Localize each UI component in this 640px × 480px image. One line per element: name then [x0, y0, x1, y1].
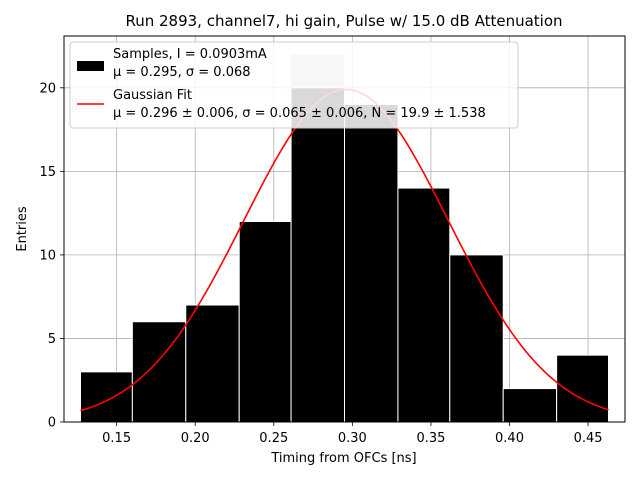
bars-layer: [80, 54, 610, 423]
histogram-bar: [290, 87, 346, 423]
legend-box: [69, 41, 519, 129]
histogram-bar: [238, 220, 292, 423]
x-tick-label: 0.25: [259, 431, 288, 446]
x-tick-label: 0.30: [338, 431, 367, 446]
x-tick-label: 0.35: [416, 431, 445, 446]
y-tick-label: 5: [48, 332, 56, 347]
histogram-bar: [185, 304, 240, 423]
x-tick-label: 0.15: [102, 431, 131, 446]
plot-area-frame: [63, 35, 626, 423]
ticks-layer: 0.15 0.20 0.25 0.30 0.35 0.40 0.45 0 5 10 15 20: [39, 81, 602, 446]
histogram-bar: [344, 104, 399, 423]
histogram-bar: [449, 254, 504, 423]
x-tick-label: 0.40: [495, 431, 524, 446]
histogram-bar: [502, 388, 558, 423]
histogram-bar: [80, 371, 133, 423]
y-tick-label: 10: [39, 248, 56, 263]
y-tick-label: 20: [39, 81, 56, 96]
y-tick-label: 0: [48, 416, 56, 431]
x-tick-label: 0.20: [181, 431, 210, 446]
legend-label: μ = 0.295, σ = 0.068: [113, 65, 251, 80]
histogram-bar: [397, 187, 451, 423]
legend: Samples, I = 0.0903mA μ = 0.295, σ = 0.06…: [69, 41, 519, 129]
x-tick-label: 0.45: [574, 431, 603, 446]
y-axis-label: Entries: [15, 206, 30, 252]
legend-label: Samples, I = 0.0903mA: [113, 47, 267, 62]
legend-label: Gaussian Fit: [113, 88, 192, 103]
y-tick-label: 15: [39, 165, 56, 180]
legend-label: μ = 0.296 ± 0.006, σ = 0.065 ± 0.006, N …: [113, 106, 486, 121]
legend-swatch-samples: [77, 61, 104, 71]
x-axis-label: Timing from OFCs [ns]: [270, 451, 416, 466]
chart-title: Run 2893, channel7, hi gain, Pulse w/ 15…: [125, 12, 562, 30]
